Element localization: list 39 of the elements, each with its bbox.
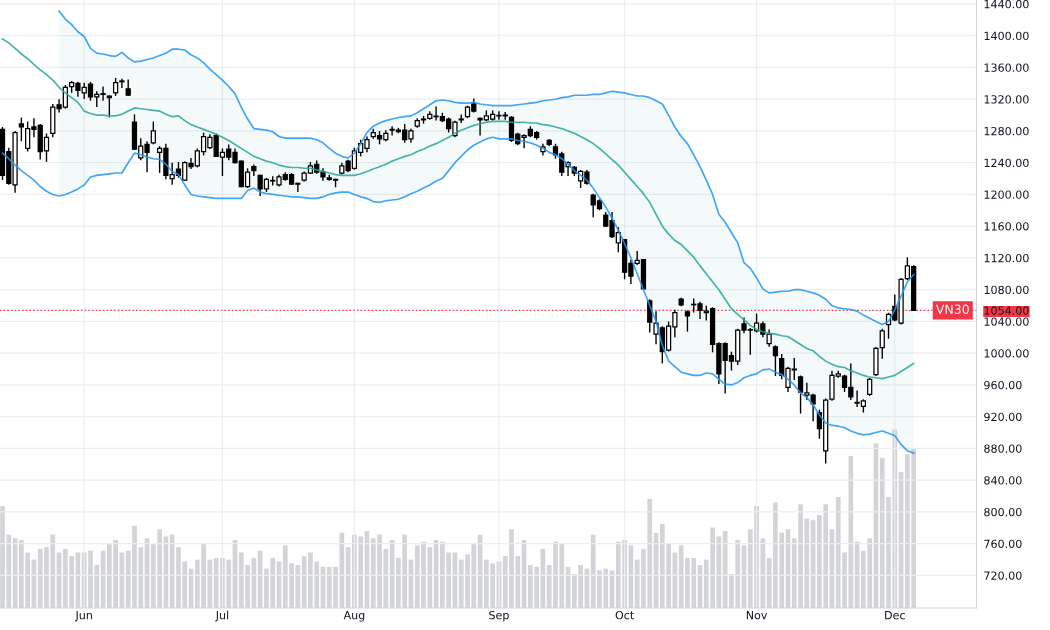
x-tick-label: Jul bbox=[215, 610, 229, 622]
y-tick-label: 1360.00 bbox=[984, 63, 1029, 72]
candlestick bbox=[772, 345, 779, 377]
y-tick-label: 760.00 bbox=[984, 539, 1022, 549]
y-tick-label: 1200.00 bbox=[984, 190, 1029, 199]
candlestick bbox=[119, 78, 125, 88]
candlestick bbox=[150, 121, 156, 145]
y-tick-label: 1040.00 bbox=[984, 317, 1029, 326]
ref-line-label: VN30 bbox=[935, 304, 969, 314]
y-tick-label: 880.00 bbox=[984, 444, 1022, 453]
y-tick-label: 840.00 bbox=[984, 476, 1022, 485]
y-tick-label: 800.00 bbox=[984, 507, 1022, 517]
y-tick-label: 1440.00 bbox=[984, 0, 1029, 9]
x-tick-label: Sep bbox=[489, 610, 509, 622]
line-series bbox=[1, 136, 915, 455]
y-tick-label: 1400.00 bbox=[984, 31, 1029, 41]
y-tick-label: 1280.00 bbox=[984, 126, 1029, 136]
x-tick-label: Oct bbox=[615, 610, 634, 620]
x-tick-label: Aug bbox=[343, 611, 365, 622]
y-tick-label: 1120.00 bbox=[984, 253, 1029, 263]
line-series bbox=[58, 10, 915, 326]
y-tick-label: 920.00 bbox=[984, 412, 1022, 422]
candlestick bbox=[251, 164, 257, 177]
line-series bbox=[1, 38, 915, 380]
y-tick-label: 1080.00 bbox=[984, 285, 1029, 295]
x-tick-label: Dec bbox=[885, 611, 905, 620]
y-tick-label: 960.00 bbox=[984, 380, 1022, 390]
y-tick-label: 1054.00 bbox=[984, 306, 1029, 315]
x-tick-label: Nov bbox=[746, 611, 768, 620]
candlestick bbox=[684, 310, 691, 332]
y-tick-label: 1000.00 bbox=[984, 349, 1029, 358]
y-tick-label: 1240.00 bbox=[984, 158, 1029, 168]
candlestick bbox=[18, 117, 25, 142]
x-tick-label: Jun bbox=[74, 611, 92, 622]
candlestick bbox=[106, 95, 112, 118]
candlestick bbox=[879, 328, 885, 359]
y-tick-label: 720.00 bbox=[984, 571, 1022, 580]
y-tick-label: 1160.00 bbox=[984, 222, 1029, 231]
y-tick-label: 1320.00 bbox=[984, 95, 1029, 104]
